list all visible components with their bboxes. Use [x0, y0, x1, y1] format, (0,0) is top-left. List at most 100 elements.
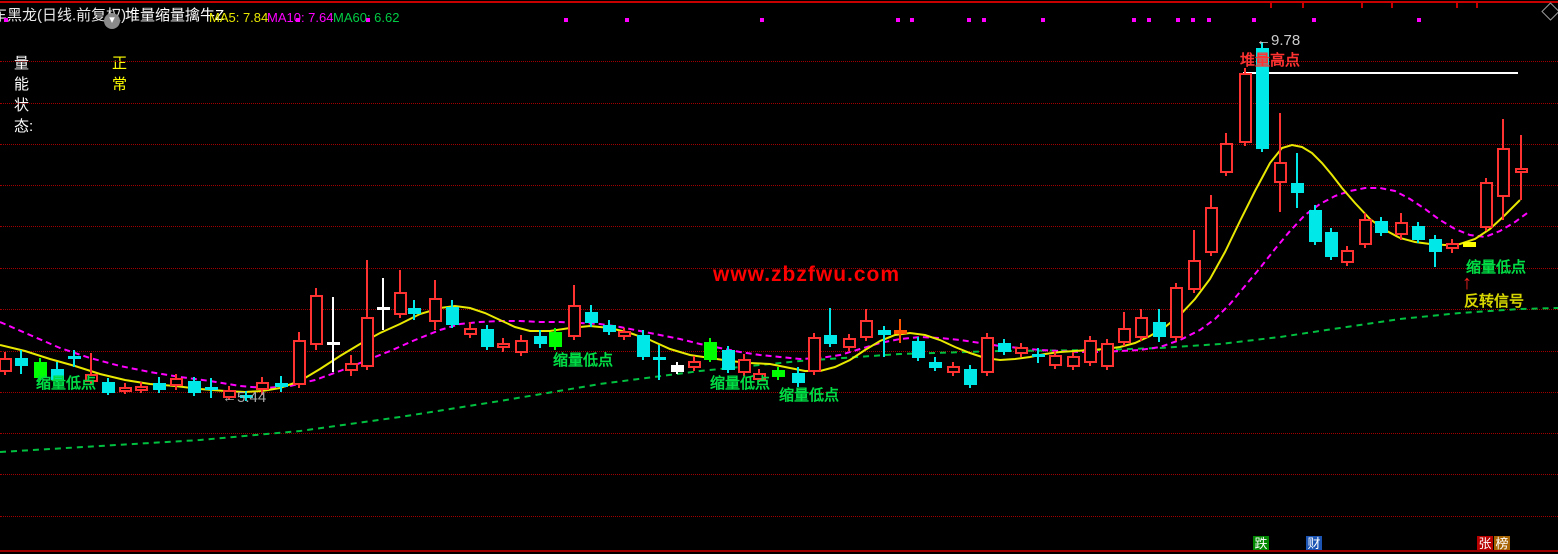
candle-body	[205, 387, 218, 390]
candle-body	[1274, 162, 1287, 183]
candle-wick	[658, 345, 660, 380]
candle-body	[637, 335, 650, 357]
candle-body	[653, 357, 666, 360]
annotation-low-value: ←5.44	[222, 389, 267, 406]
candle-body	[68, 356, 81, 359]
candle-body	[824, 335, 837, 344]
candle-body	[256, 382, 269, 390]
top-tick-mark	[1361, 2, 1363, 8]
footer-badge[interactable]: 张	[1477, 536, 1493, 552]
annotation-reversal-signal: 反转信号	[1464, 293, 1525, 310]
candle-body	[1412, 226, 1425, 240]
price-gridline	[0, 185, 1558, 186]
candle-body	[1220, 143, 1233, 173]
candle-body	[1084, 340, 1097, 363]
price-gridline	[0, 351, 1558, 352]
candle-body	[1341, 250, 1354, 263]
candle-body	[345, 363, 358, 371]
annotation-shrink-volume-low-3: 缩量低点	[710, 375, 771, 392]
candle-body	[1429, 239, 1442, 252]
signal-dot	[982, 18, 986, 22]
top-border-line	[0, 1, 1558, 3]
annotation-shrink-volume-low-2: 缩量低点	[553, 352, 614, 369]
candle-body	[188, 381, 201, 393]
ma5-line	[0, 143, 1521, 394]
candle-body	[792, 373, 805, 383]
candle-body	[293, 340, 306, 385]
signal-dot	[366, 18, 370, 22]
price-gridline	[0, 433, 1558, 434]
price-gridline	[0, 103, 1558, 104]
candle-body	[85, 374, 98, 382]
candle-body	[998, 343, 1011, 352]
candle-body	[408, 308, 421, 314]
candle-body	[429, 298, 442, 322]
signal-dot	[1252, 18, 1256, 22]
candle-body	[1359, 219, 1372, 245]
candle-body	[688, 361, 701, 368]
signal-dot	[1207, 18, 1211, 22]
candle-body	[568, 305, 581, 337]
bottom-border-line	[0, 550, 1558, 552]
signal-dot	[564, 18, 568, 22]
candle-body	[929, 362, 942, 368]
candle-body	[1205, 207, 1218, 253]
signal-dot	[1191, 18, 1195, 22]
candle-body	[15, 358, 28, 366]
candle-body	[603, 325, 616, 332]
candle-wick	[1520, 135, 1522, 200]
footer-badge[interactable]: 榜	[1494, 536, 1510, 552]
candle-body	[964, 369, 977, 385]
annotation-pile-volume-high: 堆量高点	[1240, 52, 1301, 69]
candle-wick	[883, 326, 885, 357]
candle-body	[981, 337, 994, 373]
candle-body	[275, 383, 288, 387]
signal-dot	[1132, 18, 1136, 22]
candle-body	[394, 292, 407, 315]
signal-dot	[296, 18, 300, 22]
candle-body	[1015, 347, 1028, 354]
candle-body	[549, 332, 562, 347]
candle-body	[1375, 221, 1388, 233]
candle-body	[843, 338, 856, 348]
candle-body	[1463, 242, 1476, 247]
candle-body	[240, 395, 253, 398]
signal-dot	[1417, 18, 1421, 22]
candle-body	[153, 383, 166, 390]
signal-dot	[1176, 18, 1180, 22]
top-tick-mark	[1391, 2, 1393, 8]
signal-dot	[967, 18, 971, 22]
candle-body	[1256, 48, 1269, 149]
candle-body	[894, 330, 907, 334]
indicator-name[interactable]: 堆量缩量擒牛Z	[125, 7, 225, 24]
ma60-legend: MA60: 6.62	[333, 10, 400, 25]
candle-body	[1515, 168, 1528, 173]
candle-body	[738, 359, 751, 373]
watermark: www.zbzfwu.com	[713, 263, 901, 286]
candle-wick	[829, 308, 831, 347]
ma10-legend: MA10: 7.64	[267, 10, 334, 25]
signal-dot	[1312, 18, 1316, 22]
signal-dot	[1041, 18, 1045, 22]
candle-body	[223, 390, 236, 398]
price-gridline	[0, 226, 1558, 227]
candle-body	[310, 295, 323, 345]
candle-body	[1135, 317, 1148, 338]
resistance-line	[1243, 72, 1518, 74]
candle-body	[361, 317, 374, 367]
signal-dot	[760, 18, 764, 22]
candle-body	[671, 365, 684, 372]
footer-badge[interactable]: 跌	[1253, 536, 1269, 552]
candle-body	[1291, 183, 1304, 193]
candle-body	[327, 342, 340, 345]
ma5-legend: MA5: 7.84	[209, 10, 269, 25]
candle-body	[170, 378, 183, 386]
candle-body	[618, 331, 631, 337]
price-gridline	[0, 61, 1558, 62]
footer-badge[interactable]: 财	[1306, 536, 1322, 552]
candle-wick	[332, 297, 334, 372]
candle-body	[1170, 287, 1183, 338]
chevron-down-icon[interactable]: ▾	[104, 13, 120, 29]
candle-body	[102, 382, 115, 393]
candle-body	[1118, 328, 1131, 343]
